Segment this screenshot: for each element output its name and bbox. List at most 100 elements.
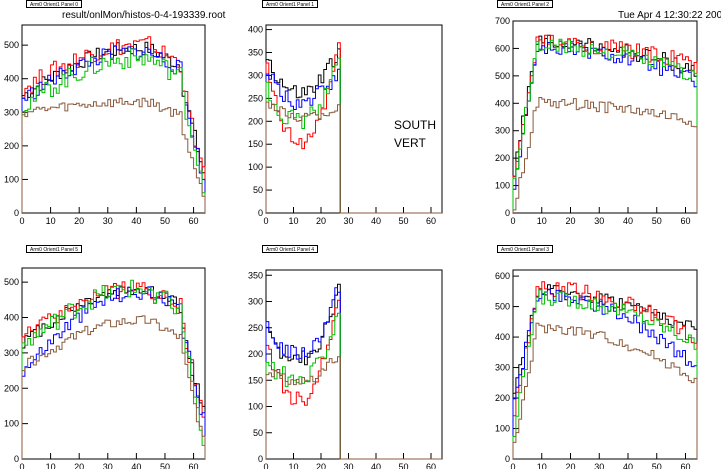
series-line-1 xyxy=(512,34,698,213)
x-tick-label: 50 xyxy=(398,462,408,469)
series-line-4 xyxy=(512,97,698,213)
y-tick-label: 200 xyxy=(495,393,510,403)
y-tick-label: 100 xyxy=(248,402,263,412)
y-tick-label: 200 xyxy=(495,153,510,163)
x-tick-label: 20 xyxy=(316,216,326,226)
y-tick-label: 300 xyxy=(495,126,510,136)
x-tick-label: 10 xyxy=(46,462,56,469)
x-tick-label: 0 xyxy=(510,462,515,469)
y-tick-label: 300 xyxy=(4,107,19,117)
x-tick-label: 30 xyxy=(343,216,353,226)
series-line-4 xyxy=(265,356,442,460)
series-line-4 xyxy=(512,322,698,459)
panel-title-4: Arm0 Orient1 Panel 4 xyxy=(262,245,319,253)
y-tick-label: 600 xyxy=(495,271,510,281)
x-tick-label: 10 xyxy=(288,216,298,226)
y-tick-label: 200 xyxy=(248,116,263,126)
y-tick-label: 250 xyxy=(248,93,263,103)
x-tick-label: 30 xyxy=(343,462,353,469)
x-tick-label: 0 xyxy=(19,462,24,469)
panel-title-0: Arm0 Orient1 Panel 0 xyxy=(26,0,83,8)
y-tick-label: 350 xyxy=(248,270,263,280)
series-line-1 xyxy=(512,281,698,459)
series-line-2 xyxy=(21,45,206,213)
x-tick-label: 30 xyxy=(594,216,604,226)
x-tick-label: 40 xyxy=(131,462,141,469)
y-tick-label: 0 xyxy=(258,208,263,218)
y-tick-label: 100 xyxy=(4,419,19,429)
x-tick-label: 40 xyxy=(623,216,633,226)
y-tick-label: 300 xyxy=(248,70,263,80)
panel-title-3: Arm0 Orient1 Panel 3 xyxy=(497,245,554,253)
series-line-2 xyxy=(512,42,698,213)
y-tick-label: 50 xyxy=(253,185,263,195)
x-tick-label: 60 xyxy=(680,462,690,469)
series-line-0 xyxy=(265,283,442,460)
y-tick-label: 100 xyxy=(248,162,263,172)
x-tick-label: 40 xyxy=(371,462,381,469)
y-tick-label: 400 xyxy=(248,25,263,35)
y-tick-label: 0 xyxy=(258,454,263,464)
plot-frame-3 xyxy=(21,267,206,460)
y-tick-label: 600 xyxy=(495,43,510,53)
x-tick-label: 20 xyxy=(316,462,326,469)
y-tick-label: 300 xyxy=(4,348,19,358)
x-tick-label: 60 xyxy=(189,462,199,469)
y-tick-label: 400 xyxy=(495,332,510,342)
series-line-0 xyxy=(21,41,206,213)
y-tick-label: 300 xyxy=(495,363,510,373)
x-tick-label: 0 xyxy=(263,216,268,226)
x-tick-label: 40 xyxy=(623,462,633,469)
y-tick-label: 0 xyxy=(505,454,510,464)
x-tick-label: 10 xyxy=(537,216,547,226)
x-tick-label: 30 xyxy=(103,462,113,469)
y-tick-label: 100 xyxy=(495,181,510,191)
x-tick-label: 10 xyxy=(537,462,547,469)
x-tick-label: 30 xyxy=(594,462,604,469)
x-tick-label: 20 xyxy=(565,462,575,469)
x-tick-label: 20 xyxy=(74,462,84,469)
y-tick-label: 150 xyxy=(248,139,263,149)
x-tick-label: 10 xyxy=(288,462,298,469)
series-line-3 xyxy=(21,48,206,213)
series-line-3 xyxy=(512,38,698,213)
y-tick-label: 100 xyxy=(4,174,19,184)
annotation-label: SOUTH xyxy=(394,118,436,132)
panel-title-5: Arm0 Orient1 Panel 5 xyxy=(26,245,83,253)
x-tick-label: 60 xyxy=(426,216,436,226)
x-tick-label: 0 xyxy=(263,462,268,469)
series-line-4 xyxy=(21,97,206,213)
panel-title-2: Arm0 Orient1 Panel 2 xyxy=(497,0,554,8)
panel-title-1: Arm0 Orient1 Panel 1 xyxy=(262,0,319,8)
x-tick-label: 0 xyxy=(510,216,515,226)
series-line-4 xyxy=(265,101,442,214)
series-line-3 xyxy=(512,289,698,459)
x-tick-label: 50 xyxy=(160,216,170,226)
y-tick-label: 200 xyxy=(4,141,19,151)
annotation-label: VERT xyxy=(394,136,426,150)
y-tick-label: 500 xyxy=(495,71,510,81)
x-tick-label: 10 xyxy=(46,216,56,226)
x-tick-label: 60 xyxy=(680,216,690,226)
x-tick-label: 30 xyxy=(103,216,113,226)
x-tick-label: 50 xyxy=(652,216,662,226)
series-line-2 xyxy=(512,288,698,459)
series-line-0 xyxy=(21,285,206,459)
file-path-label: result/onlMon/histos-0-4-193339.root xyxy=(62,10,226,21)
y-tick-label: 50 xyxy=(253,428,263,438)
plot-frame-4 xyxy=(265,269,443,460)
y-tick-label: 0 xyxy=(505,208,510,218)
y-tick-label: 400 xyxy=(4,74,19,84)
timestamp-label: Tue Apr 4 12:30:22 2006 xyxy=(618,10,721,21)
y-tick-label: 200 xyxy=(248,349,263,359)
series-line-4 xyxy=(21,315,206,459)
y-tick-label: 150 xyxy=(248,375,263,385)
x-tick-label: 60 xyxy=(189,216,199,226)
y-tick-label: 400 xyxy=(4,313,19,323)
y-tick-label: 500 xyxy=(4,277,19,287)
series-line-1 xyxy=(21,36,206,213)
x-tick-label: 50 xyxy=(652,462,662,469)
y-tick-label: 250 xyxy=(248,323,263,333)
y-tick-label: 200 xyxy=(4,383,19,393)
